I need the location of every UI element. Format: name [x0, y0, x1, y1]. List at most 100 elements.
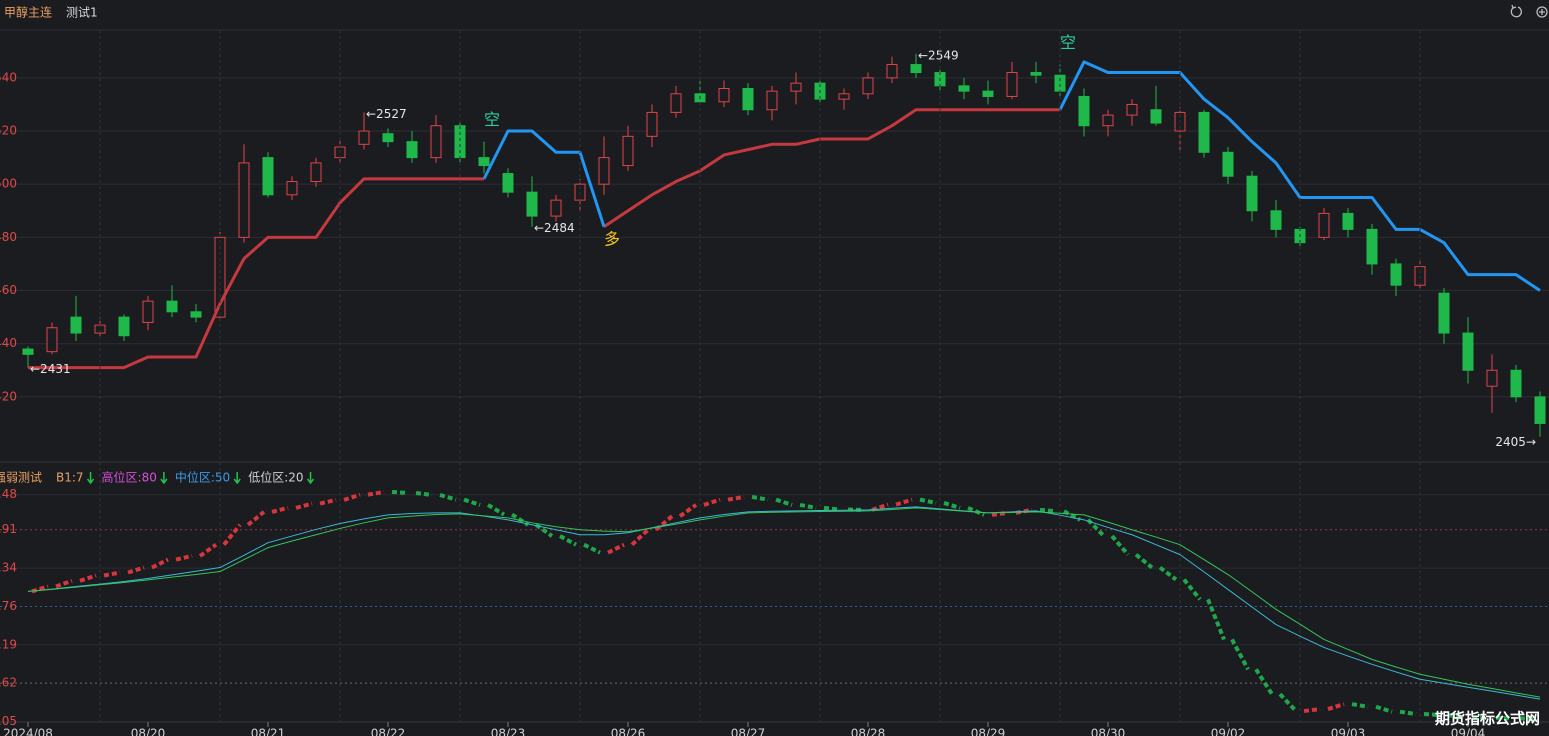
legend-entry: 中位区:50 [175, 470, 230, 485]
b1-step [727, 494, 745, 502]
b1-step [55, 578, 73, 589]
legend-arrow [160, 472, 168, 485]
b1-step [198, 543, 218, 558]
candle-body [550, 199, 562, 217]
legend-arrow [86, 472, 95, 485]
b1-step [391, 489, 409, 495]
undo-icon[interactable] [1510, 4, 1522, 18]
b1-step [439, 493, 457, 502]
b1-step [895, 497, 913, 507]
candle-body [886, 64, 898, 79]
x-tick-label: 09/02 [1211, 727, 1246, 736]
candle-body [1270, 210, 1282, 230]
b1-step [1134, 553, 1154, 570]
x-tick-label: 08/21 [251, 727, 286, 736]
candle-body [1534, 396, 1546, 424]
b1-step [1495, 715, 1513, 721]
candle-body [1390, 263, 1402, 286]
candle-body [382, 133, 394, 143]
y-tick-label: 94.48 [0, 487, 17, 501]
b1-step [246, 510, 266, 527]
candle-body [910, 64, 922, 74]
b1-step [127, 565, 145, 575]
y-tick-label: 2480 [0, 230, 17, 244]
candle-body [190, 311, 202, 318]
x-tick-label: 08/28 [851, 727, 886, 736]
y-tick-label: 60.76 [0, 599, 17, 613]
b1-step [1423, 712, 1441, 718]
b1-step [1519, 716, 1537, 722]
candle-body [1030, 72, 1042, 76]
b1-step [799, 502, 817, 510]
b1-step [607, 542, 625, 555]
line [28, 177, 484, 370]
candle-body [1366, 228, 1378, 265]
b1-step [1278, 692, 1298, 713]
zoom-icon[interactable] [1536, 6, 1548, 18]
candle-body [766, 90, 778, 111]
candle-body [1318, 212, 1330, 238]
zoom-plus [1539, 9, 1545, 15]
x-tick-label: 08/23 [491, 727, 526, 736]
b1-step [1039, 507, 1057, 514]
candle-body [1342, 212, 1354, 230]
b1-step [823, 505, 841, 512]
legend-entry: 低位区:20 [248, 470, 303, 485]
candle-body [310, 162, 322, 183]
y-tick-label: 49.19 [0, 637, 17, 651]
b1-step [319, 497, 337, 506]
b1-step [1399, 709, 1417, 717]
candle-body [598, 157, 610, 185]
b1-step [1063, 509, 1081, 522]
candle-body [502, 173, 514, 193]
y-tick-label: 2460 [0, 283, 17, 297]
x-tick-label: 08/29 [971, 727, 1006, 736]
b1-step [151, 557, 169, 570]
candle-body [742, 87, 754, 111]
candle-body [118, 316, 130, 337]
candle-body [1510, 369, 1522, 398]
legend-arrow [233, 472, 241, 485]
candle-body [526, 191, 538, 217]
b1-step [583, 542, 601, 555]
price-annotation: ←2527 [366, 107, 407, 121]
line [1058, 60, 1541, 292]
y-tick-label: 2520 [0, 124, 17, 138]
y-tick-label: 72.34 [0, 561, 17, 575]
candle-body [142, 300, 154, 323]
candle-body [1198, 111, 1210, 153]
candle-body [166, 300, 178, 313]
b1-step [1230, 638, 1250, 671]
b1-step [79, 573, 97, 583]
candle-body [718, 87, 730, 103]
candle-body [862, 77, 874, 95]
price-annotation: ←2431 [30, 362, 71, 376]
b1-step [486, 503, 506, 517]
y-tick-label: 26.05 [0, 714, 17, 728]
signal-label: 空 [484, 110, 500, 129]
line [27, 507, 1541, 698]
signal-label: 空 [1060, 33, 1076, 52]
y-tick-label: 2540 [0, 70, 17, 84]
x-tick-label: 08/20 [131, 727, 166, 736]
candle-body [1102, 114, 1114, 127]
b1-step [175, 554, 193, 562]
candle-body [478, 157, 490, 167]
candle-body [790, 82, 802, 92]
y-tick-label: 83.91 [0, 522, 17, 536]
indicator-title: 强弱测试 [0, 470, 42, 485]
candle-body [262, 157, 274, 196]
b1-step [559, 534, 577, 547]
watermark: 期货指标公式网 [1435, 710, 1540, 728]
price-annotation: ←2549 [918, 48, 959, 62]
y-tick-label: 2500 [0, 177, 17, 191]
legend-entry: B1:7 [56, 471, 84, 485]
candle-body [430, 125, 442, 159]
b1-step [678, 503, 698, 518]
b1-step [991, 510, 1009, 517]
indicator-name: 测试1 [66, 5, 98, 20]
candle-body [982, 90, 994, 97]
b1-step [463, 497, 481, 507]
